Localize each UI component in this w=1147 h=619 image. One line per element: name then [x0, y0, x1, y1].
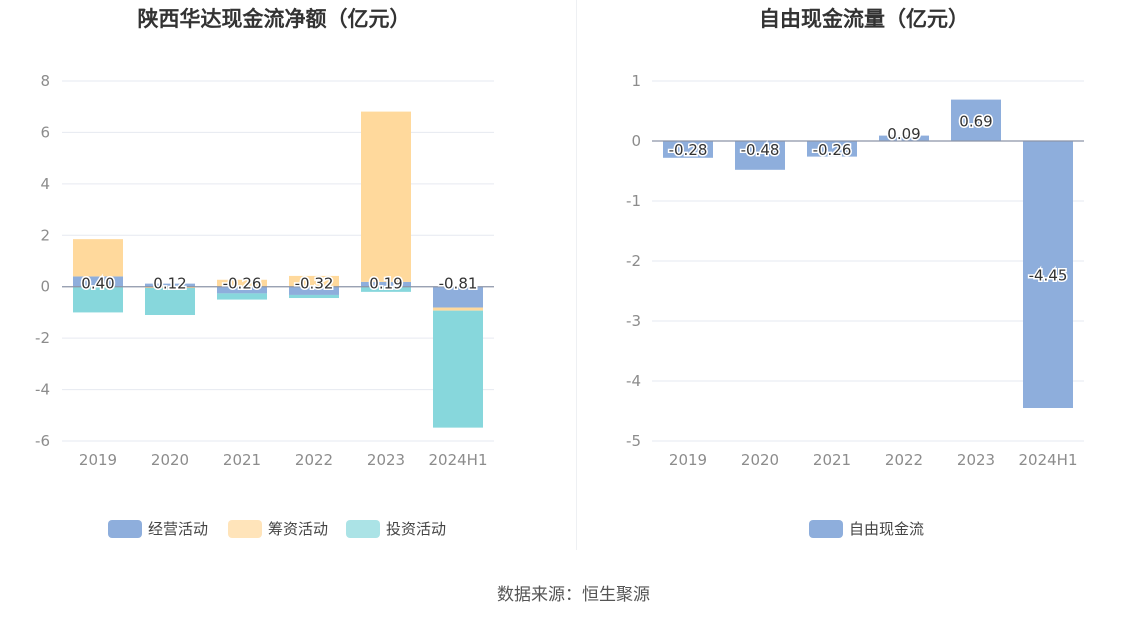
fcf-bar-自由现金流-2022: [879, 135, 929, 141]
cashflow-bar-经营活动-2020: [145, 283, 195, 287]
cashflow-bar-投资活动-2021: [217, 293, 267, 300]
fcf-data-label: 0.09: [887, 125, 920, 143]
cashflow-bar-筹资活动-2020: [145, 286, 195, 288]
fcf-x-tick-label: 2023: [957, 451, 995, 469]
fcf-y-tick-label: -2: [626, 252, 641, 270]
data-source-note: 数据来源：恒生聚源: [497, 585, 650, 605]
fcf-y-tick-label: -3: [626, 312, 641, 330]
cashflow-bar-经营活动-2019: [73, 276, 123, 287]
fcf-x-tick-label: 2022: [885, 451, 923, 469]
cashflow-bar-筹资活动-2023: [361, 111, 411, 282]
cashflow-bar-投资活动-2024H1: [433, 310, 483, 428]
fcf-bar-自由现金流-2023: [951, 99, 1001, 141]
cashflow-y-tick-label: -2: [35, 329, 50, 347]
fcf-data-label: 0.69: [959, 112, 992, 130]
cashflow-legend-label: 筹资活动: [268, 520, 328, 538]
cashflow-x-tick-label: 2020: [151, 451, 189, 469]
fcf-x-tick-label: 2021: [813, 451, 851, 469]
cashflow-data-label: 0.12: [153, 275, 186, 293]
fcf-bar-自由现金流-2024H1: [1023, 141, 1073, 408]
cashflow-legend-swatch: [346, 520, 380, 538]
cashflow-y-tick-label: -6: [35, 432, 50, 450]
cashflow-data-label: 0.40: [81, 275, 114, 293]
fcf-data-label: -0.26: [813, 141, 852, 159]
cashflow-y-tick-label: 6: [40, 123, 50, 141]
cashflow-chart-title: 陕西华达现金流净额（亿元）: [138, 7, 411, 31]
cashflow-bar-投资活动-2022: [289, 294, 339, 299]
fcf-y-tick-label: -4: [626, 372, 641, 390]
chart-divider: [576, 0, 577, 550]
cashflow-legend-label: 投资活动: [386, 520, 446, 538]
cashflow-bar-投资活动-2023: [361, 286, 411, 292]
fcf-bar-自由现金流-2021: [807, 141, 857, 157]
cashflow-x-tick-label: 2022: [295, 451, 333, 469]
fcf-x-tick-label: 2024H1: [1019, 451, 1078, 469]
fcf-y-tick-label: -5: [626, 432, 641, 450]
fcf-data-label: -0.28: [669, 141, 708, 159]
fcf-legend-label: 自由现金流: [849, 520, 924, 538]
cashflow-legend-swatch: [108, 520, 142, 538]
cashflow-x-tick-label: 2019: [79, 451, 117, 469]
fcf-legend-swatch: [809, 520, 843, 538]
cashflow-data-label: -0.32: [295, 275, 334, 293]
cashflow-bar-筹资活动-2022: [289, 275, 339, 287]
cashflow-bar-筹资活动-2021: [217, 279, 267, 287]
cashflow-data-label: -0.26: [223, 275, 262, 293]
cashflow-bar-经营活动-2024H1: [433, 286, 483, 308]
cashflow-legend-swatch: [228, 520, 262, 538]
cashflow-bar-投资活动-2019: [73, 286, 123, 313]
cashflow-y-tick-label: 0: [40, 278, 50, 296]
cashflow-bar-经营活动-2021: [217, 286, 267, 294]
fcf-y-tick-label: 0: [631, 132, 641, 150]
cashflow-legend-label: 经营活动: [148, 520, 208, 538]
fcf-x-tick-label: 2019: [669, 451, 707, 469]
fcf-bar-自由现金流-2019: [663, 141, 713, 158]
cashflow-y-tick-label: -4: [35, 381, 50, 399]
cashflow-y-tick-label: 8: [40, 72, 50, 90]
fcf-chart-title: 自由现金流量（亿元）: [759, 7, 969, 31]
cashflow-bar-筹资活动-2024H1: [433, 307, 483, 311]
fcf-data-label: -4.45: [1029, 267, 1068, 285]
cashflow-bar-筹资活动-2019: [73, 239, 123, 277]
cashflow-bar-经营活动-2022: [289, 286, 339, 295]
cashflow-x-tick-label: 2023: [367, 451, 405, 469]
cashflow-y-tick-label: 2: [40, 226, 50, 244]
cashflow-x-tick-label: 2024H1: [429, 451, 488, 469]
cashflow-bar-经营活动-2023: [361, 281, 411, 287]
cashflow-x-tick-label: 2021: [223, 451, 261, 469]
fcf-x-tick-label: 2020: [741, 451, 779, 469]
cashflow-data-label: 0.19: [369, 275, 402, 293]
fcf-bar-自由现金流-2020: [735, 141, 785, 170]
fcf-y-tick-label: -1: [626, 192, 641, 210]
cashflow-y-tick-label: 4: [40, 175, 50, 193]
fcf-y-tick-label: 1: [631, 72, 641, 90]
cashflow-data-label: -0.81: [439, 275, 478, 293]
cashflow-bar-投资活动-2020: [145, 288, 195, 315]
fcf-data-label: -0.48: [741, 141, 780, 159]
